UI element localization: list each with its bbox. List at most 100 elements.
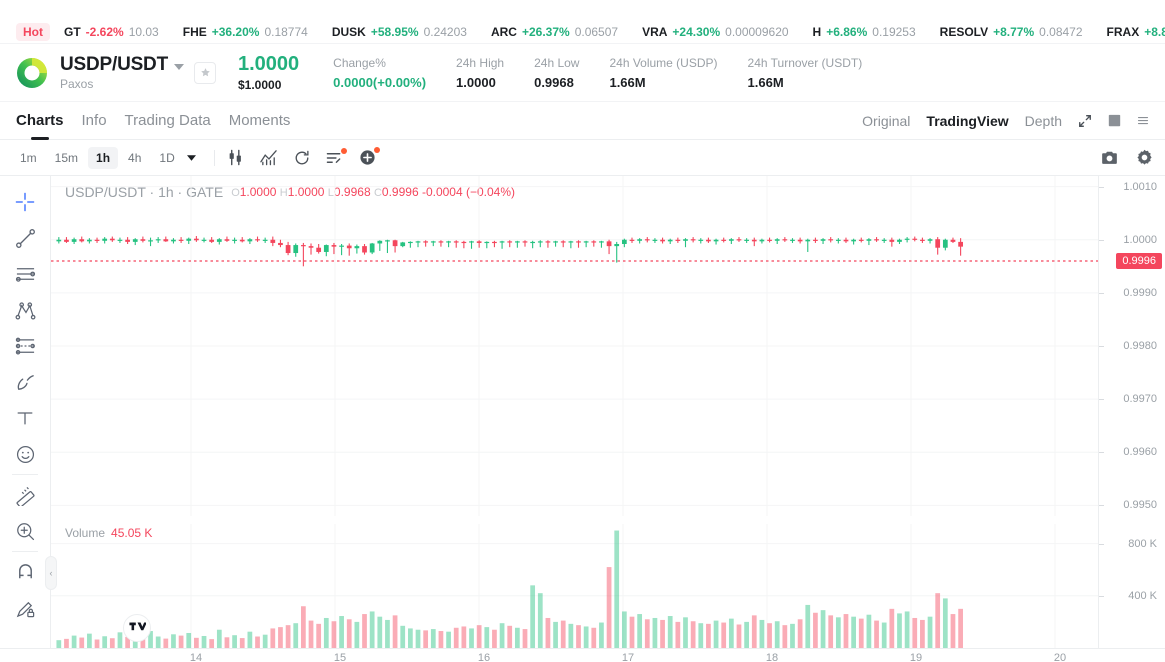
ticker-symbol: FRAX bbox=[1106, 24, 1140, 39]
candlestick-svg bbox=[51, 176, 1098, 516]
volume-label: Volume bbox=[65, 526, 106, 540]
price-tick-label: 0.9980 bbox=[1123, 340, 1157, 352]
ticker-change: -2.62% bbox=[85, 24, 124, 39]
pitchfork-icon[interactable] bbox=[7, 292, 43, 328]
time-tick-label: 19 bbox=[909, 652, 923, 662]
ticker-item[interactable]: FRAX+8.82%1.1741 bbox=[1107, 25, 1165, 39]
time-axis[interactable]: 14 15 16 17 18 19 20 bbox=[0, 648, 1165, 662]
last-price: 1.0000 bbox=[238, 53, 300, 75]
volume-tick-label: 400 K bbox=[1128, 589, 1157, 602]
view-tabs: Original TradingView Depth bbox=[862, 113, 1149, 129]
ruler-icon[interactable] bbox=[7, 477, 43, 513]
timeframe-1m[interactable]: 1m bbox=[20, 150, 37, 165]
timeframe-15m[interactable]: 15m bbox=[54, 150, 79, 165]
ticker-items: GT -2.62% 10.03 FHE +36.20% 0.18774 DUSK +58.95… bbox=[64, 25, 1165, 39]
layout-square-icon[interactable] bbox=[1108, 114, 1121, 127]
gear-icon[interactable] bbox=[1136, 149, 1153, 166]
price-axis[interactable]: 1.0010 1.0000 0.9990 0.9980 0.9970 0.9960 0.99… bbox=[1098, 176, 1165, 648]
ticker-symbol: ARC bbox=[490, 24, 517, 39]
toolbar-divider bbox=[213, 149, 215, 166]
market-ticker-bar[interactable]: Hot GT -2.62% 10.03 FHE +36.20% 0.18774 DUSK +5… bbox=[0, 20, 1165, 44]
horizontal-lines-icon[interactable] bbox=[7, 256, 43, 292]
view-tab-original[interactable]: Original bbox=[862, 112, 911, 129]
draw-lock-icon[interactable] bbox=[7, 590, 43, 626]
ticker-item[interactable]: VRA +24.30% 0.00009620 bbox=[642, 25, 788, 39]
chevron-down-icon[interactable] bbox=[174, 63, 184, 70]
stat-label: 24h Turnover (USDT) bbox=[747, 55, 863, 70]
ticker-symbol: H bbox=[812, 24, 822, 39]
chart-legend: USDP/USDT · 1h · GATE O1.0000 H1.0000 L0… bbox=[65, 184, 515, 200]
axis-tick bbox=[1099, 186, 1104, 188]
menu-icon[interactable] bbox=[1137, 114, 1149, 127]
tab-trading-data[interactable]: Trading Data bbox=[124, 112, 211, 129]
axis-tick bbox=[1099, 595, 1104, 597]
ticker-price: 10.03 bbox=[128, 24, 159, 39]
trend-line-icon[interactable] bbox=[7, 220, 43, 256]
indicators-icon[interactable] bbox=[260, 149, 278, 166]
stat-value: 0.9968 bbox=[534, 74, 574, 90]
timeframe-dropdown-icon[interactable] bbox=[185, 151, 202, 165]
toolbar-right bbox=[1101, 149, 1153, 166]
ticker-symbol: RESOLV bbox=[939, 24, 989, 39]
volume-pane[interactable]: Volume 45.05 K bbox=[51, 524, 1098, 648]
fullscreen-icon[interactable] bbox=[1078, 114, 1092, 128]
collapse-rail-handle[interactable]: ‹ bbox=[45, 556, 57, 590]
candlestick-type-icon[interactable] bbox=[227, 149, 244, 166]
timeframe-1h[interactable]: 1h bbox=[88, 146, 119, 169]
section-tabs: Charts Info Trading Data Moments bbox=[16, 102, 290, 140]
tab-moments[interactable]: Moments bbox=[228, 112, 291, 129]
ticker-item[interactable]: DUSK +58.95% 0.24203 bbox=[332, 25, 467, 39]
add-indicator-icon[interactable] bbox=[359, 147, 380, 166]
legend-title: USDP/USDT · 1h · GATE bbox=[65, 184, 224, 200]
emoji-icon[interactable] bbox=[7, 436, 43, 472]
camera-icon[interactable] bbox=[1101, 150, 1118, 166]
axis-tick bbox=[1099, 399, 1104, 401]
ticker-item[interactable]: GT -2.62% 10.03 bbox=[64, 25, 159, 39]
pair-title[interactable]: USDP/USDT bbox=[60, 54, 184, 76]
stat-label: 24h High bbox=[456, 55, 505, 70]
favorite-star-button[interactable] bbox=[194, 61, 216, 84]
ticker-price: 0.24203 bbox=[423, 24, 467, 39]
text-tool-icon[interactable] bbox=[7, 400, 43, 436]
paxos-logo-icon bbox=[16, 57, 48, 89]
ticker-item[interactable]: RESOLV +8.77% 0.08472 bbox=[940, 25, 1083, 39]
timeframe-1D[interactable]: 1D bbox=[159, 150, 175, 165]
tab-charts[interactable]: Charts bbox=[16, 102, 64, 140]
view-tab-tradingview[interactable]: TradingView bbox=[926, 112, 1009, 129]
ticker-item[interactable]: ARC +26.37% 0.06507 bbox=[491, 25, 618, 39]
fib-retracement-icon[interactable] bbox=[7, 328, 43, 364]
tradingview-logo-icon[interactable] bbox=[123, 614, 151, 642]
timeframe-4h[interactable]: 4h bbox=[128, 150, 142, 165]
chart-settings-list-icon[interactable] bbox=[326, 147, 347, 166]
stat-value: 1.66M bbox=[609, 74, 646, 90]
pair-name-block[interactable]: USDP/USDT Paxos bbox=[60, 54, 184, 91]
ticker-item[interactable]: FHE +36.20% 0.18774 bbox=[183, 25, 308, 39]
view-tab-depth[interactable]: Depth bbox=[1024, 112, 1062, 129]
magnet-icon[interactable] bbox=[7, 554, 43, 590]
refresh-icon[interactable] bbox=[294, 150, 310, 166]
ticker-symbol: DUSK bbox=[331, 24, 366, 39]
legend-ohlc: O1.0000 H1.0000 L0.9968 C0.9996 -0.0004 … bbox=[231, 185, 516, 199]
time-tick-label: 14 bbox=[189, 652, 203, 662]
tab-info[interactable]: Info bbox=[81, 112, 107, 129]
pair-header: USDP/USDT Paxos 1.0000 $1.0000 Change% 0.… bbox=[0, 44, 1165, 102]
price-pane[interactable] bbox=[51, 176, 1098, 516]
brush-icon[interactable] bbox=[7, 364, 43, 400]
last-price-block: 1.0000 $1.0000 bbox=[238, 53, 299, 92]
axis-tick bbox=[1099, 505, 1104, 507]
rail-divider bbox=[12, 474, 38, 475]
price-tick-label: 1.0010 bbox=[1123, 180, 1157, 193]
toolbar-left: 1m 15m 1h 4h 1D bbox=[12, 146, 380, 169]
hot-badge: Hot bbox=[16, 22, 50, 41]
pair-title-text: USDP/USDT bbox=[60, 54, 168, 75]
zoom-in-icon[interactable] bbox=[7, 513, 43, 549]
market-stats: Change% 0.0000(+0.00%) 24h High 1.0000 24h L… bbox=[333, 56, 892, 90]
ticker-item[interactable]: H +6.86% 0.19253 bbox=[813, 25, 916, 39]
ticker-change: +58.95% bbox=[370, 24, 419, 39]
time-tick-label: 15 bbox=[333, 652, 347, 662]
price-tick-label: 0.9990 bbox=[1123, 286, 1157, 299]
stat-value: 1.0000 bbox=[456, 74, 496, 90]
chart-plot-area[interactable]: USDP/USDT · 1h · GATE O1.0000 H1.0000 L0… bbox=[51, 176, 1165, 648]
crosshair-icon[interactable] bbox=[7, 184, 43, 220]
ticker-symbol: GT bbox=[64, 24, 81, 39]
